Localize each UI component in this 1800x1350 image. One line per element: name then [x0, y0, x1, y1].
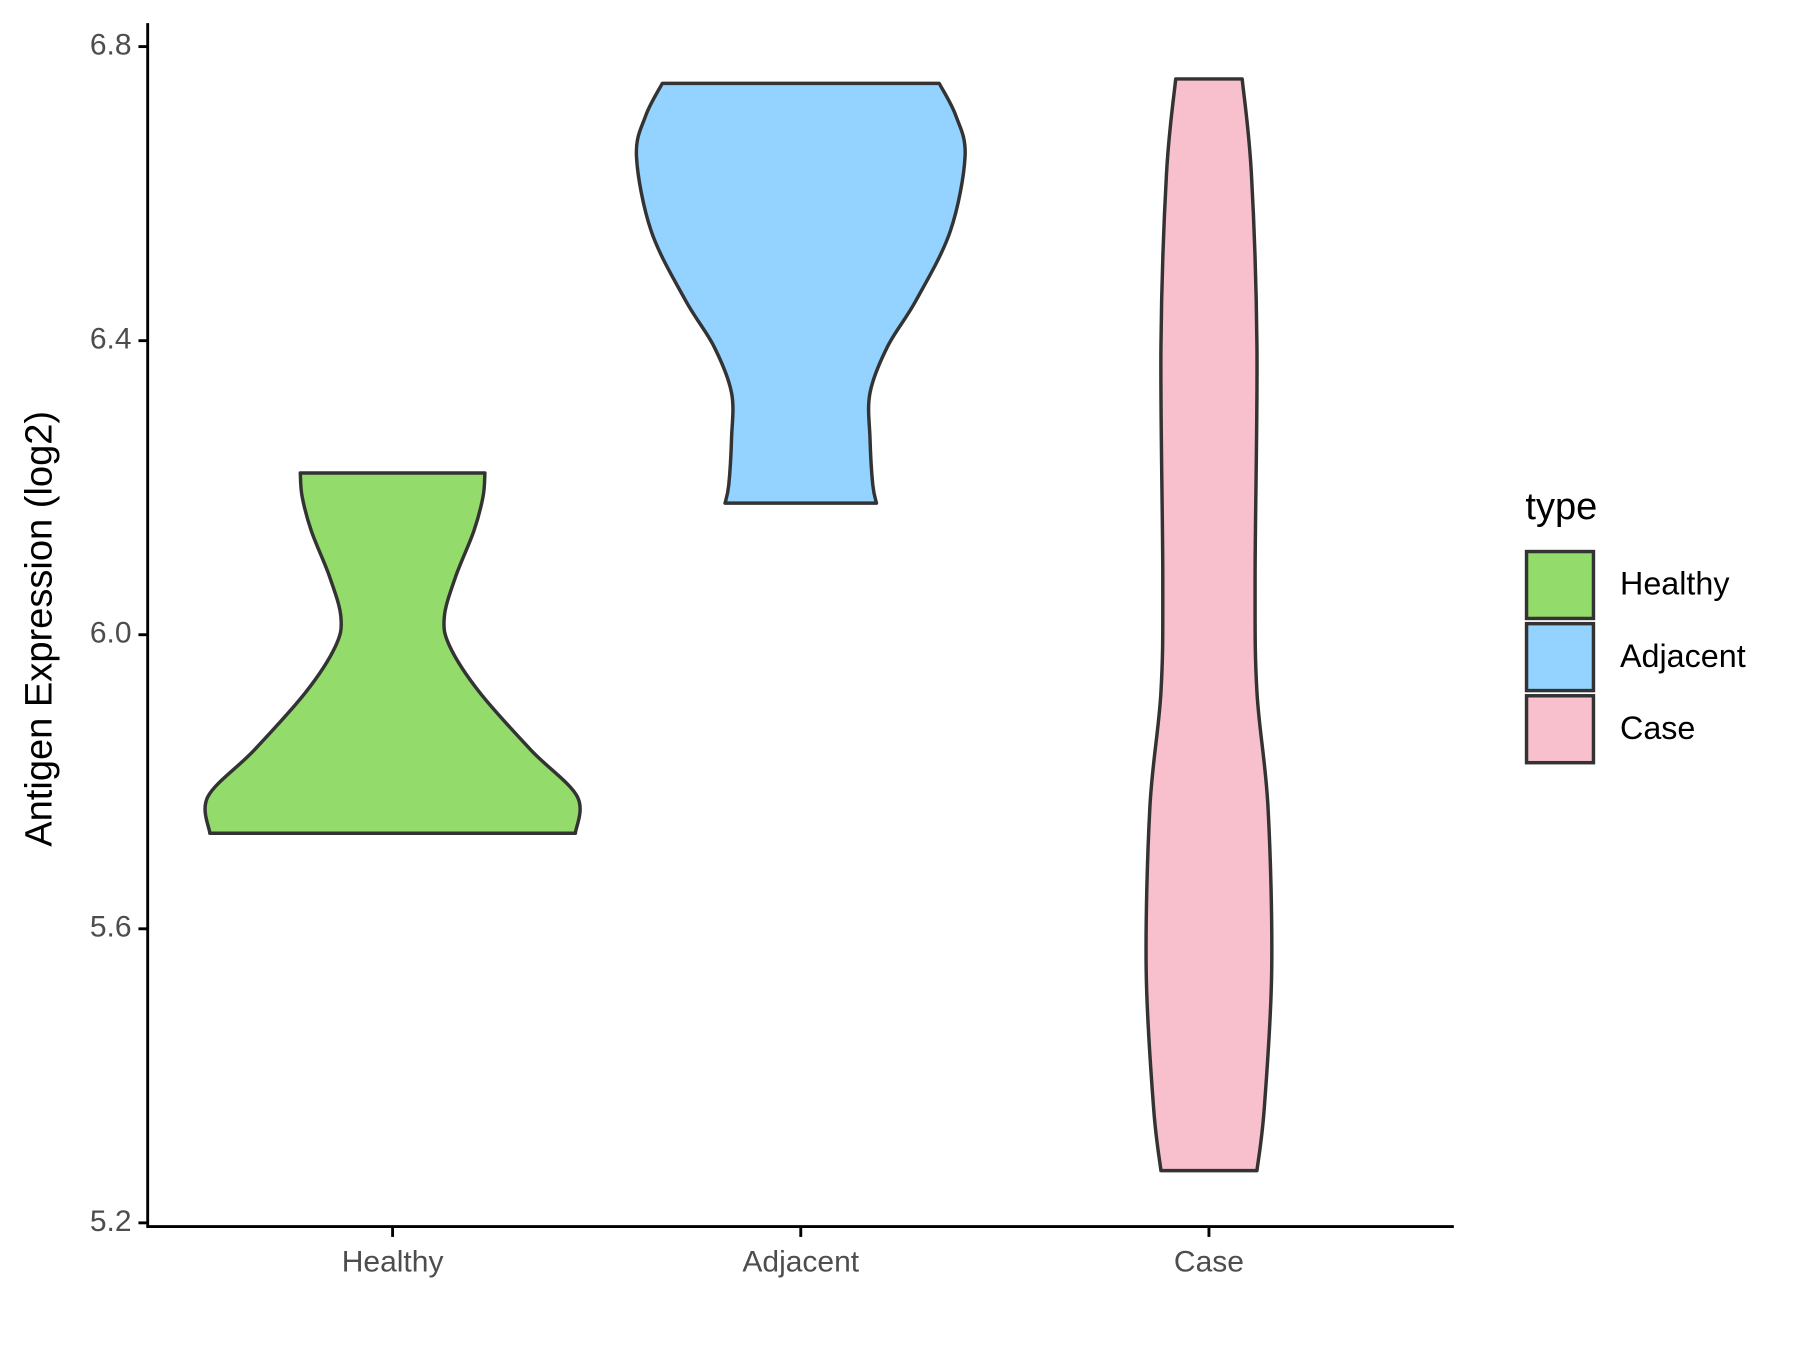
violin	[634, 81, 967, 505]
y-tick-label: 6.8	[90, 29, 132, 62]
violin	[1144, 77, 1274, 1173]
x-tick-label: Adjacent	[742, 1245, 859, 1278]
legend-key	[1524, 549, 1596, 621]
y-axis-title: Antigen Expression (log2)	[19, 411, 61, 847]
legend-key	[1524, 621, 1596, 693]
legend-label: Healthy	[1620, 566, 1730, 602]
legend-key	[1524, 694, 1596, 765]
y-tick-label: 6.4	[90, 323, 132, 356]
legend-label: Adjacent	[1620, 638, 1746, 674]
x-tick-label: Healthy	[342, 1245, 444, 1278]
legend-title: type	[1525, 486, 1597, 528]
y-tick-label: 5.6	[90, 911, 132, 944]
x-tick-label: Case	[1174, 1245, 1244, 1278]
violin	[203, 471, 582, 835]
y-tick-label: 5.2	[90, 1205, 132, 1238]
legend-label: Case	[1620, 710, 1695, 746]
y-tick-label: 6.0	[90, 617, 132, 650]
